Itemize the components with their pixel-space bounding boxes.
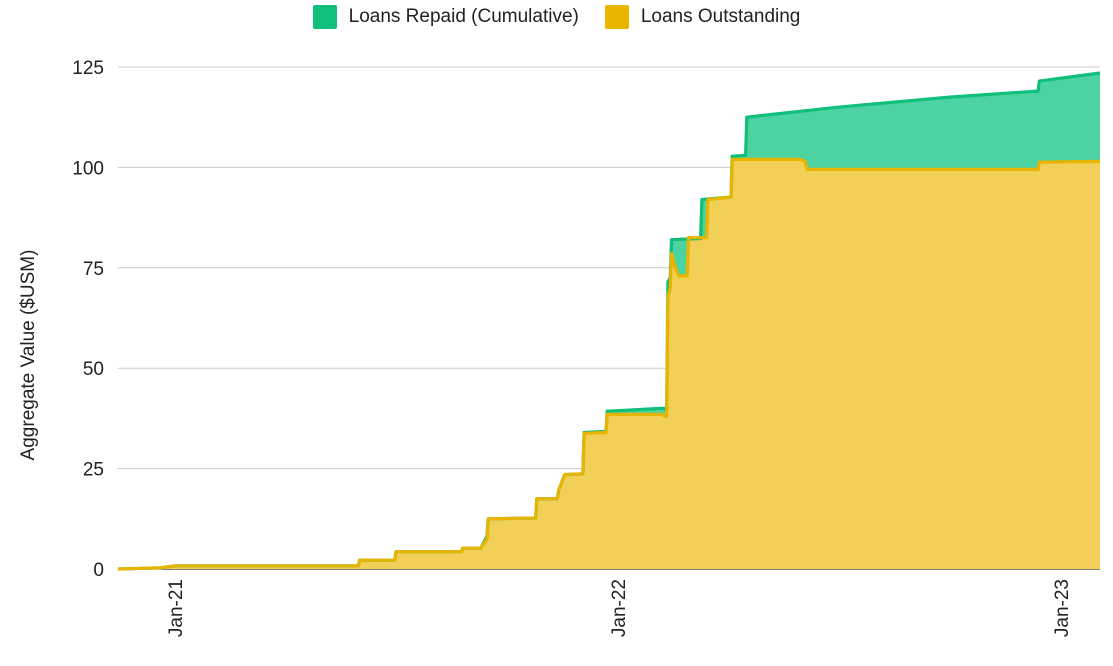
area-outstanding — [118, 159, 1100, 569]
legend-item-repaid: Loans Repaid (Cumulative) — [312, 5, 579, 29]
legend-swatch-repaid — [312, 5, 337, 29]
legend-swatch-outstanding — [604, 5, 629, 29]
legend: Loans Repaid (Cumulative) Loans Outstand… — [0, 5, 1113, 29]
legend-label-repaid: Loans Repaid (Cumulative) — [348, 6, 579, 27]
y-tick-label: 125 — [72, 58, 104, 79]
y-tick-label: 75 — [83, 259, 104, 280]
x-tick-label: Jan-22 — [609, 579, 630, 637]
y-tick-label: 25 — [83, 460, 104, 481]
x-tick-label: Jan-23 — [1052, 579, 1073, 637]
y-axis-ticks: 0 25 50 75 100 125 — [72, 58, 104, 581]
y-tick-label: 50 — [83, 359, 104, 380]
y-tick-label: 100 — [72, 158, 104, 179]
line-outstanding — [117, 157, 1101, 571]
legend-label-outstanding: Loans Outstanding — [640, 6, 801, 27]
series-lines — [117, 71, 1101, 571]
series-areas — [118, 73, 1100, 569]
x-axis-ticks: Jan-21 Jan-22 Jan-23 — [166, 579, 1073, 637]
y-tick-label: 0 — [93, 560, 104, 581]
x-tick-label: Jan-21 — [166, 579, 187, 637]
y-axis-label: Aggregate Value ($USM) — [18, 249, 39, 461]
legend-item-outstanding: Loans Outstanding — [604, 5, 801, 29]
